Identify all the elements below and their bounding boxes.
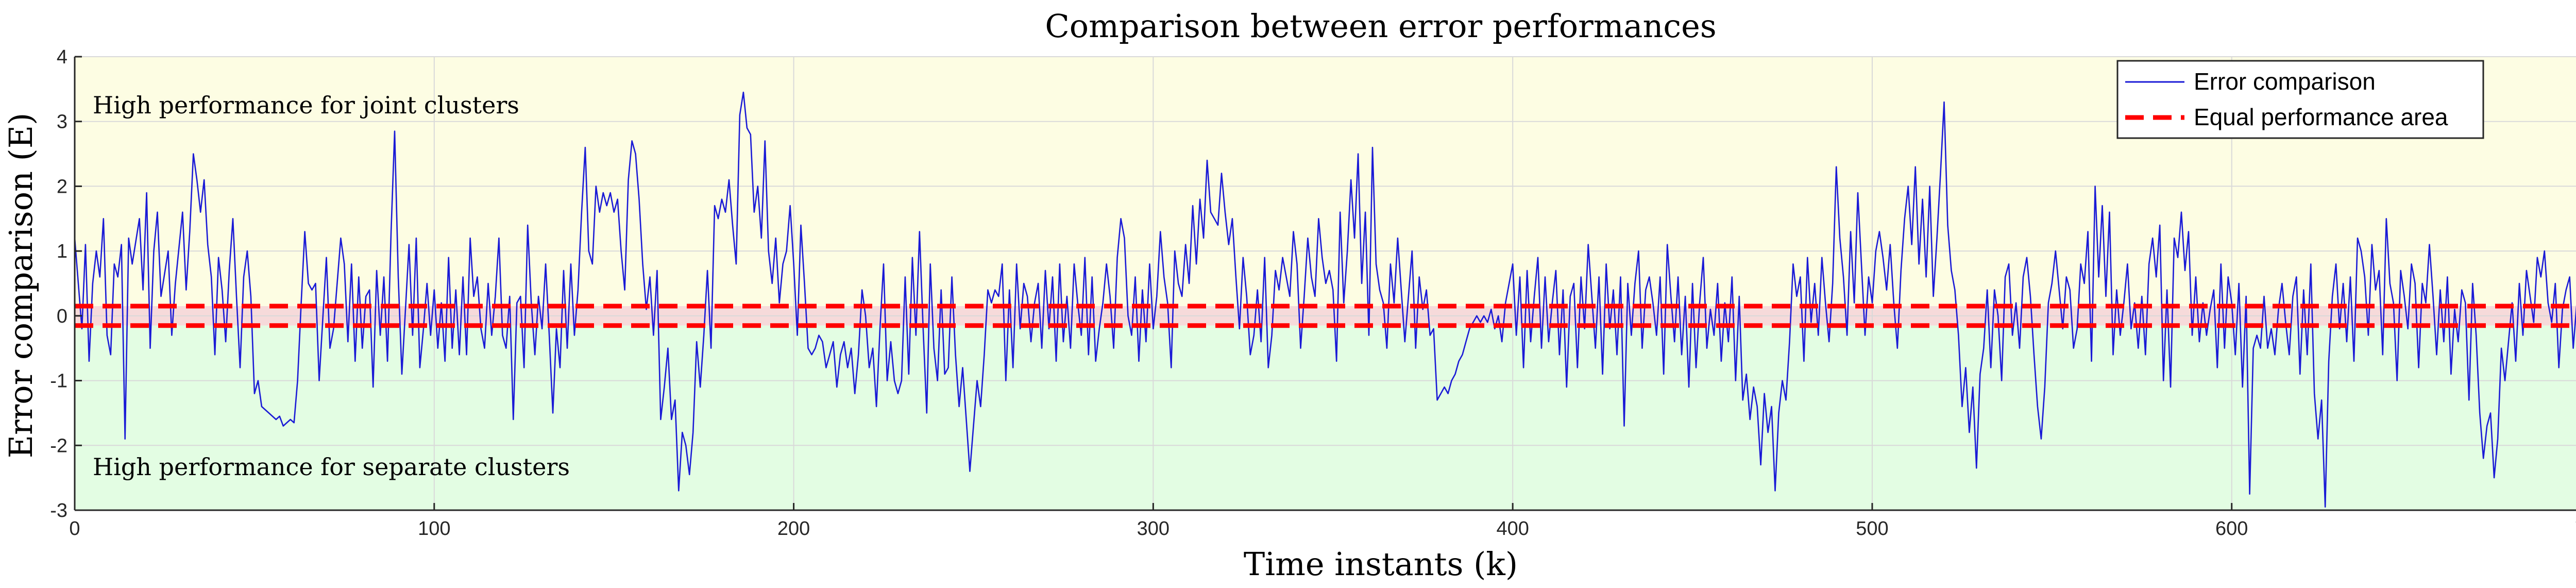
legend-label-equal-performance: Equal performance area xyxy=(2194,104,2448,130)
x-tick-label: 0 xyxy=(69,518,80,540)
y-tick-label: 0 xyxy=(57,306,67,327)
x-axis-label: Time instants (k) xyxy=(1244,545,1518,583)
legend: Error comparison Equal performance area xyxy=(2116,60,2484,139)
x-tick-label: 200 xyxy=(777,518,810,540)
x-tick-label: 600 xyxy=(2215,518,2248,540)
x-axis: 0 100 200 300 400 500 600 700 xyxy=(69,503,2576,540)
y-tick-label: 4 xyxy=(57,46,67,68)
lower-region-label: High performance for separate clusters xyxy=(93,453,570,481)
y-axis-label: Error comparison (E) xyxy=(2,113,40,459)
chart-title: Comparison between error performances xyxy=(1045,7,1716,45)
y-tick-label: 1 xyxy=(57,241,67,262)
x-tick-label: 300 xyxy=(1137,518,1170,540)
y-axis: -3 -2 -1 0 1 2 3 4 xyxy=(50,46,82,522)
y-tick-label: -1 xyxy=(50,371,67,392)
lower-region xyxy=(75,325,2576,510)
y-tick-label: -2 xyxy=(50,435,67,457)
y-tick-label: -3 xyxy=(50,500,67,522)
upper-region-label: High performance for joint clusters xyxy=(93,91,519,119)
x-tick-label: 500 xyxy=(1856,518,1888,540)
y-tick-label: 3 xyxy=(57,111,67,133)
y-tick-label: 2 xyxy=(57,176,67,197)
x-tick-label: 100 xyxy=(418,518,450,540)
legend-label-error-comparison: Error comparison xyxy=(2194,68,2376,95)
x-tick-label: 700 xyxy=(2575,518,2576,540)
x-tick-label: 400 xyxy=(1496,518,1529,540)
legend-box xyxy=(2116,60,2484,139)
series-line-error-comparison xyxy=(74,91,2576,508)
